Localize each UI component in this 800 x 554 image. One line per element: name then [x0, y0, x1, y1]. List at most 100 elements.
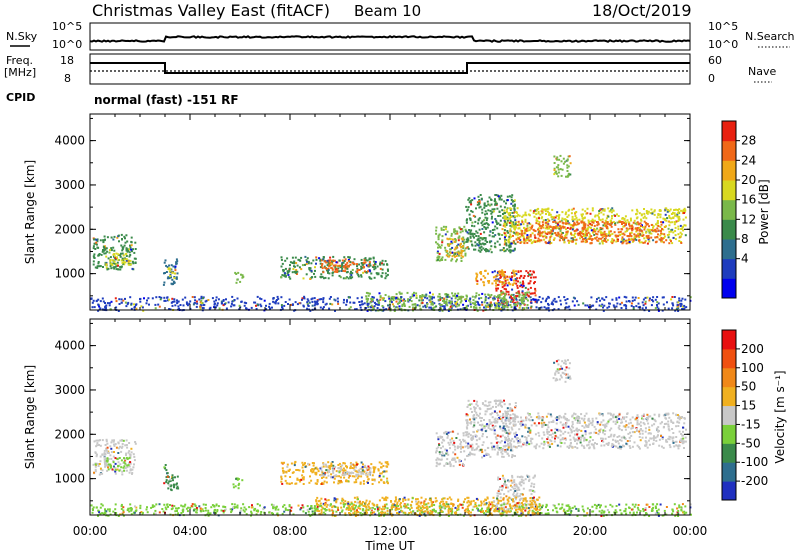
data-cell-12: [669, 208, 672, 211]
data-cell-9: [575, 427, 578, 430]
data-cell-12: [671, 212, 674, 215]
data-cell-13: [646, 242, 649, 245]
data-cell-15: [176, 302, 179, 305]
data-cell-13: [622, 232, 625, 235]
data-cell-15: [353, 301, 356, 304]
nsky-label: N.Sky: [6, 30, 38, 43]
data-cell-7: [462, 236, 465, 239]
data-cell-13: [645, 223, 648, 226]
data-cell-15: [534, 298, 537, 301]
data-cell-12: [516, 232, 519, 235]
data-cell-13: [556, 234, 559, 237]
data-cell-13: [526, 234, 529, 237]
data-cell-15: [648, 299, 651, 302]
data-cell-15: [214, 306, 217, 309]
data-cell-15: [671, 307, 674, 310]
data-cell-15: [134, 304, 137, 307]
data-cell-9: [638, 447, 641, 450]
data-cell-13: [667, 236, 670, 239]
data-cell-0: [125, 452, 128, 455]
data-cell-11: [499, 281, 502, 283]
data-cell-3: [236, 478, 239, 481]
data-cell-15: [679, 302, 682, 305]
data-cell-1: [111, 263, 114, 266]
data-cell-5: [341, 267, 344, 270]
data-cell-8: [519, 481, 522, 484]
data-cell-9: [496, 227, 499, 230]
data-cell-8: [520, 478, 523, 481]
data-cell-12: [683, 212, 686, 214]
data-cell-16: [367, 305, 370, 308]
data-cell-0: [104, 246, 107, 249]
data-cell-5: [343, 256, 346, 259]
data-cell-10: [516, 295, 519, 297]
data-cell-9: [509, 242, 512, 245]
data-cell-15: [608, 305, 611, 308]
data-cell-12: [652, 225, 655, 228]
data-cell-13: [591, 221, 594, 224]
data-cell-7: [473, 453, 476, 456]
data-cell-12: [516, 233, 519, 236]
data-cell-12: [636, 216, 639, 219]
data-cell-15: [398, 305, 401, 308]
data-cell-14: [553, 162, 556, 164]
data-cell-6: [436, 457, 439, 460]
data-cell-5: [365, 466, 368, 469]
data-cell-12: [555, 225, 558, 227]
data-cell-13: [570, 237, 573, 240]
data-cell-15: [637, 297, 640, 299]
data-cell-7: [471, 443, 474, 446]
data-cell-6: [344, 270, 347, 273]
data-cell-0: [102, 249, 104, 251]
data-cell-13: [520, 223, 522, 226]
data-cell-13: [656, 227, 659, 230]
data-cell-15: [130, 307, 133, 310]
data-cell-6: [453, 441, 456, 444]
data-cell-6: [332, 264, 335, 267]
data-cell-12: [546, 218, 549, 221]
data-cell-4: [301, 474, 304, 477]
data-cell-16: [448, 308, 451, 310]
data-cell-9: [506, 195, 509, 198]
data-cell-7: [511, 454, 514, 456]
data-cell-15: [106, 302, 109, 305]
data-cell-0: [130, 248, 133, 251]
data-cell-7: [473, 416, 475, 419]
data-cell-7: [445, 225, 448, 228]
ytick-label: 3000: [54, 178, 85, 192]
data-cell-8: [450, 240, 453, 243]
data-cell-12: [606, 222, 609, 225]
data-cell-11: [475, 277, 478, 280]
data-cell-9: [509, 224, 512, 227]
data-cell-5: [305, 273, 308, 276]
data-cell-1: [124, 462, 127, 465]
data-cell-7: [499, 418, 502, 420]
data-cell-4: [347, 476, 350, 479]
data-cell-10: [534, 289, 537, 292]
data-cell-4: [337, 479, 340, 482]
data-cell-13: [637, 232, 640, 235]
data-cell-2: [163, 281, 166, 284]
data-cell-0: [132, 262, 135, 265]
data-cell-12: [504, 234, 507, 236]
data-cell-9: [474, 241, 477, 244]
data-cell-15: [642, 298, 645, 301]
data-cell-9: [530, 416, 533, 419]
data-cell-4: [371, 474, 374, 477]
colorbar-tick-label: 8: [741, 232, 749, 246]
data-cell-9: [504, 221, 507, 223]
data-cell-15: [230, 305, 233, 308]
data-cell-0: [133, 251, 136, 254]
data-cell-6: [445, 449, 448, 452]
data-cell-13: [615, 235, 618, 238]
data-cell-0: [126, 446, 129, 449]
data-cell-4: [317, 470, 320, 473]
data-cell-1: [125, 259, 128, 262]
data-cell-7: [470, 421, 473, 423]
data-cell-13: [554, 220, 557, 223]
data-cell-12: [653, 209, 656, 212]
data-cell-6: [442, 438, 444, 441]
data-cell-16: [484, 297, 487, 300]
data-cell-15: [196, 302, 199, 305]
data-cell-9: [490, 199, 493, 201]
